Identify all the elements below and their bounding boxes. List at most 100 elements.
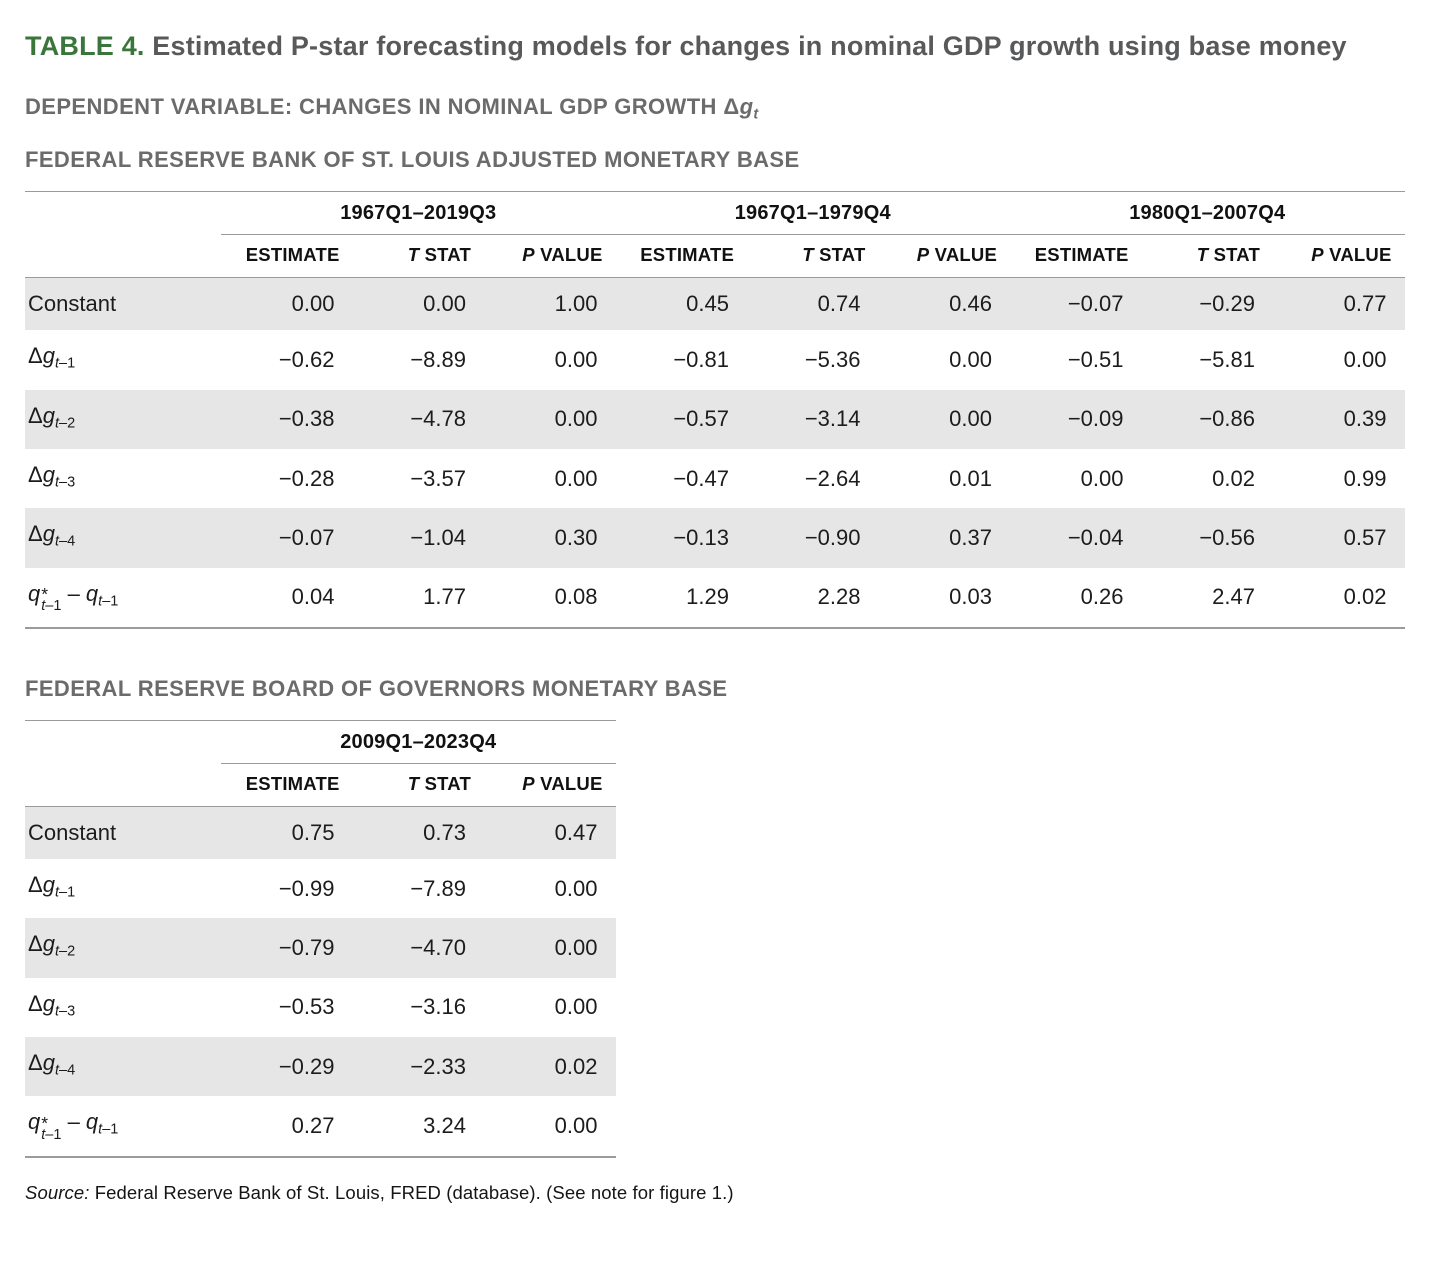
table-body: Constant 0.00 0.00 1.00 0.45 0.74 0.46 −0.07 −0.…: [25, 277, 1405, 628]
value-cell: −2.64: [804, 465, 861, 491]
lag-subscript: t–1: [98, 592, 119, 609]
value-cell: 0.00: [554, 346, 598, 372]
value-cell: −0.86: [1199, 406, 1255, 432]
value-cell: −1.04: [410, 524, 466, 550]
value-cell: 0.74: [817, 291, 861, 317]
lag-subscript: t–4: [54, 533, 76, 550]
row-label: q * t–1 – qt–1: [28, 580, 119, 614]
section-heading-stlouis-base: FEDERAL RESERVE BANK OF ST. LOUIS ADJUST…: [25, 147, 800, 173]
row-label: Δgt–4: [28, 1049, 76, 1079]
value-cell: 0.73: [423, 819, 466, 845]
value-cell: 0.00: [1343, 346, 1387, 372]
value-cell: −0.53: [278, 994, 335, 1020]
source-text: Federal Reserve Bank of St. Louis, FRED …: [89, 1181, 734, 1203]
value-cell: 0.39: [1343, 406, 1387, 432]
value-cell: −0.51: [1067, 346, 1124, 372]
period-header: 1967Q1–1979Q4: [615, 191, 1010, 236]
value-cell: −0.62: [278, 346, 335, 372]
value-cell: 3.24: [423, 1112, 466, 1138]
lag-subscript: t–1: [98, 1121, 119, 1138]
period-header: 1980Q1–2007Q4: [1010, 191, 1405, 236]
value-cell: −0.29: [1199, 291, 1255, 317]
value-cell: 1.77: [423, 584, 466, 610]
value-cell: −0.90: [804, 524, 861, 550]
row-label: Δgt–4: [28, 521, 76, 550]
row-label: Δgt–2: [28, 931, 76, 960]
row-label: Δgt–3: [28, 461, 76, 491]
table-row: Δgt–3 −0.28 −3.57 0.00 −0.47 −2.64 0.01 0.00 0.0…: [25, 449, 1405, 508]
value-cell: −2.33: [410, 1053, 466, 1079]
table-row: q * t–1 – qt–1 0.27 3.24 0.00: [25, 1096, 616, 1156]
column-header: ESTIMATE: [221, 234, 353, 279]
value-cell: 0.45: [686, 291, 729, 317]
table-row: Constant 0.75 0.73 0.47: [25, 806, 616, 859]
table-row: Δgt–2 −0.38 −4.78 0.00 −0.57 −3.14 0.00 −0.09 −0…: [25, 389, 1405, 449]
value-cell: 0.00: [554, 1112, 598, 1138]
period-header: 2009Q1–2023Q4: [221, 720, 616, 764]
value-cell: 2.28: [817, 584, 861, 610]
table-number-label: TABLE 4.: [25, 31, 145, 61]
row-label: Constant: [28, 291, 117, 317]
value-cell: 0.02: [1212, 465, 1255, 491]
table-row: Δgt–1 −0.62 −8.89 0.00 −0.81 −5.36 0.00 −0.51 −5…: [25, 330, 1405, 389]
table-row: Δgt–2 −0.79 −4.70 0.00: [25, 918, 616, 978]
value-cell: 0.08: [554, 584, 598, 610]
value-cell: −0.07: [278, 524, 335, 550]
lag-subscript: t–3: [54, 1002, 76, 1019]
table-title-text: Estimated P-star forecasting models for …: [144, 31, 1347, 61]
value-cell: 0.47: [554, 819, 598, 845]
table-header: 1967Q1–2019Q3 1967Q1–1979Q4 1980Q1–2007Q4 E…: [25, 191, 1405, 279]
lag-subscript: t–1: [41, 597, 62, 614]
value-cell: 0.99: [1343, 465, 1387, 491]
row-label: Δgt–2: [28, 402, 76, 431]
corner-cell: [25, 720, 221, 763]
section-heading-bog-base: FEDERAL RESERVE BOARD OF GOVERNORS MONET…: [25, 675, 728, 701]
value-cell: 2.47: [1212, 584, 1255, 610]
value-cell: −5.36: [804, 346, 861, 372]
value-cell: −0.38: [278, 406, 335, 432]
value-cell: 0.57: [1343, 524, 1387, 550]
period-header-row: 2009Q1–2023Q4: [25, 720, 616, 764]
period-header: 1967Q1–2019Q3: [221, 191, 616, 236]
table-row: Δgt–4 −0.07 −1.04 0.30 −0.13 −0.90 0.37 −0.04 −0…: [25, 508, 1405, 568]
column-header: P VALUE: [878, 234, 1010, 279]
column-header: ESTIMATE: [615, 234, 747, 279]
value-cell: −8.89: [410, 346, 466, 372]
value-cell: −5.81: [1199, 346, 1255, 372]
column-header: P VALUE: [484, 763, 616, 807]
lag-subscript: t–1: [41, 1126, 62, 1143]
corner-cell: [25, 234, 221, 279]
star-superscript: *: [41, 1112, 49, 1133]
column-header: T STAT: [1141, 234, 1273, 279]
value-cell: 1.00: [554, 291, 598, 317]
value-cell: 0.26: [1080, 584, 1124, 610]
table-row: q * t–1 – qt–1 0.04 1.77 0.08 1.29 2.28 0.03 0.26…: [25, 568, 1405, 628]
value-cell: −0.13: [673, 524, 729, 550]
value-cell: 0.37: [949, 524, 992, 550]
corner-cell: [25, 192, 221, 235]
value-cell: −0.56: [1199, 524, 1255, 550]
table-title: TABLE 4. Estimated P-star forecasting mo…: [25, 26, 1405, 68]
row-label: Δgt–1: [28, 871, 76, 901]
delta-g-t-math: Δgt: [723, 93, 759, 123]
value-cell: 0.30: [554, 524, 598, 550]
row-label: Δgt–3: [28, 990, 76, 1019]
row-label: Δgt–1: [28, 343, 76, 372]
value-cell: 0.00: [554, 875, 598, 901]
value-cell: 0.00: [291, 291, 335, 317]
value-cell: −0.57: [673, 406, 729, 432]
column-header: P VALUE: [1273, 234, 1405, 279]
value-cell: 0.00: [1080, 465, 1124, 491]
table-row: Δgt–3 −0.53 −3.16 0.00: [25, 978, 616, 1037]
value-cell: −7.89: [410, 875, 466, 901]
value-cell: −3.16: [410, 994, 466, 1020]
column-header: P VALUE: [484, 234, 616, 279]
value-cell: 0.02: [1343, 584, 1387, 610]
lag-subscript: t–4: [54, 1062, 76, 1079]
superscript-star-stack: * t–1: [41, 1112, 62, 1143]
period-header-row: 1967Q1–2019Q3 1967Q1–1979Q4 1980Q1–2007Q4: [25, 191, 1405, 236]
column-header: T STAT: [747, 234, 879, 279]
value-cell: −0.47: [673, 465, 729, 491]
value-cell: 0.00: [554, 994, 598, 1020]
value-cell: −0.28: [278, 465, 335, 491]
